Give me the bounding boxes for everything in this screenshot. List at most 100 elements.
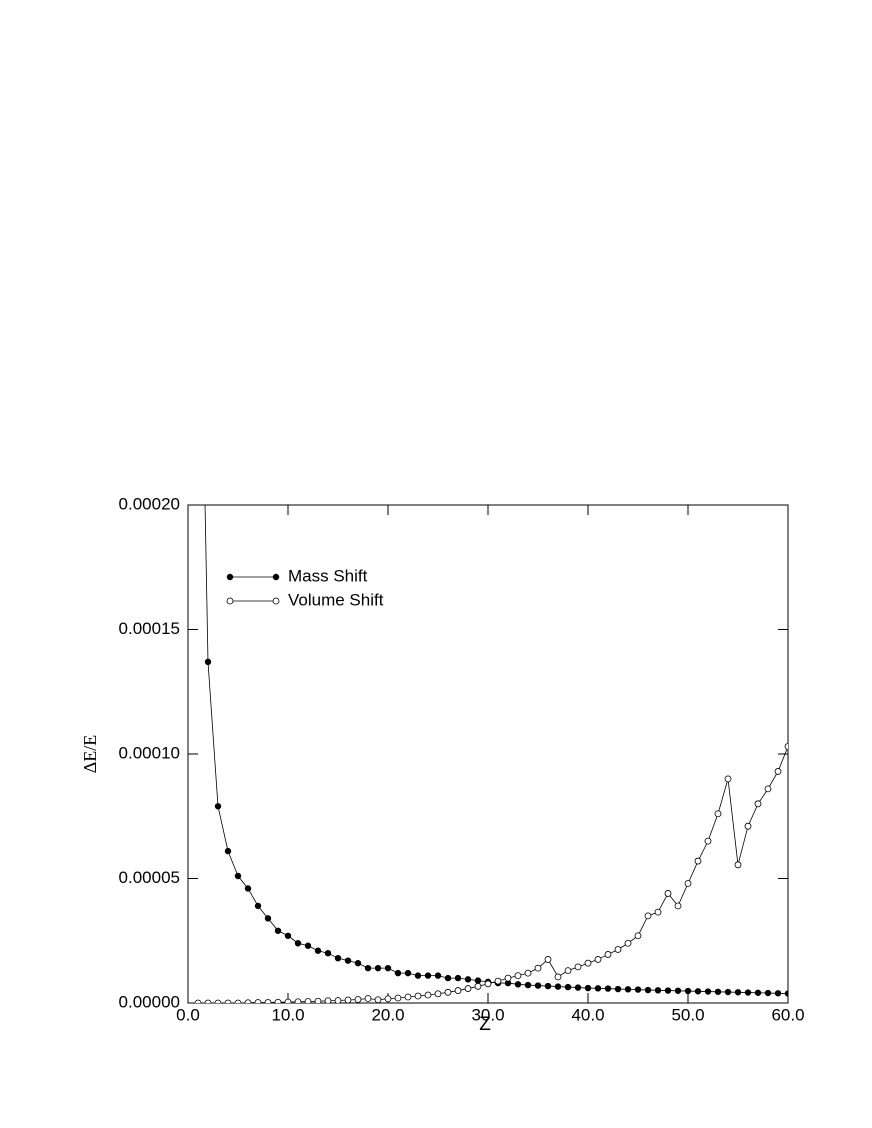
marker bbox=[524, 969, 532, 977]
marker bbox=[624, 986, 632, 993]
x-tick-label: 0.0 bbox=[176, 1005, 200, 1024]
marker bbox=[564, 983, 572, 991]
marker bbox=[664, 890, 672, 897]
marker bbox=[354, 959, 362, 967]
marker bbox=[294, 998, 302, 1003]
marker bbox=[254, 902, 262, 910]
plot-area bbox=[194, 129, 788, 1003]
marker bbox=[744, 822, 752, 830]
marker bbox=[324, 950, 332, 957]
marker bbox=[614, 946, 622, 953]
marker bbox=[544, 956, 552, 963]
marker bbox=[434, 990, 442, 998]
x-tick-label: 60.0 bbox=[771, 1005, 804, 1024]
marker bbox=[284, 998, 292, 1003]
marker bbox=[784, 743, 788, 750]
marker bbox=[344, 957, 352, 964]
marker bbox=[764, 785, 772, 793]
marker bbox=[354, 996, 362, 1003]
x-tick-label: 20.0 bbox=[371, 1005, 404, 1024]
marker bbox=[394, 994, 402, 1002]
marker bbox=[424, 972, 432, 979]
marker bbox=[314, 947, 322, 954]
marker bbox=[534, 964, 542, 972]
marker bbox=[214, 803, 222, 810]
marker bbox=[744, 989, 752, 996]
marker bbox=[514, 972, 522, 980]
marker bbox=[304, 942, 312, 949]
marker bbox=[784, 990, 788, 997]
legend-marker bbox=[226, 573, 234, 581]
x-tick-label: 40.0 bbox=[571, 1005, 604, 1024]
marker bbox=[294, 940, 302, 947]
marker bbox=[484, 980, 492, 988]
marker bbox=[264, 915, 272, 922]
marker bbox=[674, 987, 682, 994]
marker bbox=[204, 658, 212, 666]
marker bbox=[634, 986, 642, 993]
legend-label: Mass Shift bbox=[288, 566, 368, 585]
marker bbox=[334, 997, 342, 1003]
marker bbox=[604, 985, 612, 992]
marker bbox=[764, 989, 772, 997]
marker bbox=[724, 988, 732, 996]
y-tick-label: 0.00015 bbox=[119, 619, 180, 638]
marker bbox=[594, 985, 602, 992]
marker bbox=[514, 981, 522, 988]
marker bbox=[454, 974, 462, 982]
marker bbox=[274, 927, 282, 934]
marker bbox=[474, 977, 482, 984]
marker bbox=[584, 984, 592, 992]
marker bbox=[684, 987, 692, 995]
marker bbox=[714, 810, 722, 818]
series-line bbox=[204, 505, 788, 994]
marker bbox=[454, 987, 462, 994]
marker bbox=[654, 987, 662, 994]
marker bbox=[344, 996, 352, 1003]
y-axis-label: ΔE/E bbox=[80, 735, 100, 774]
marker bbox=[614, 985, 622, 993]
marker bbox=[364, 964, 372, 972]
marker bbox=[704, 837, 712, 845]
y-tick-label: 0.00000 bbox=[119, 992, 180, 1011]
marker bbox=[434, 972, 442, 979]
marker bbox=[654, 908, 662, 916]
marker bbox=[234, 872, 242, 880]
marker bbox=[644, 986, 652, 994]
marker bbox=[414, 972, 422, 979]
marker bbox=[374, 964, 382, 972]
marker bbox=[544, 982, 552, 990]
marker bbox=[464, 985, 472, 992]
marker bbox=[694, 988, 702, 995]
marker bbox=[774, 768, 782, 775]
series-line bbox=[198, 746, 788, 1003]
marker bbox=[414, 992, 422, 1000]
marker bbox=[574, 963, 582, 971]
marker bbox=[624, 939, 632, 947]
marker bbox=[384, 995, 392, 1003]
x-tick-label: 10.0 bbox=[271, 1005, 304, 1024]
y-tick-label: 0.00010 bbox=[119, 743, 180, 762]
marker bbox=[214, 999, 222, 1003]
marker bbox=[534, 982, 542, 989]
marker bbox=[634, 932, 642, 940]
y-tick-label: 0.00020 bbox=[119, 494, 180, 513]
marker bbox=[284, 932, 292, 939]
marker bbox=[404, 969, 412, 977]
marker bbox=[195, 129, 201, 135]
marker bbox=[194, 999, 202, 1003]
marker bbox=[324, 997, 332, 1003]
marker bbox=[754, 800, 762, 808]
marker bbox=[564, 967, 572, 975]
marker bbox=[714, 988, 722, 995]
marker bbox=[464, 976, 472, 983]
marker bbox=[734, 861, 742, 869]
marker bbox=[524, 981, 532, 989]
marker bbox=[694, 857, 702, 865]
legend-marker bbox=[272, 597, 280, 605]
marker bbox=[314, 997, 322, 1003]
marker bbox=[424, 991, 432, 999]
marker bbox=[254, 999, 262, 1003]
